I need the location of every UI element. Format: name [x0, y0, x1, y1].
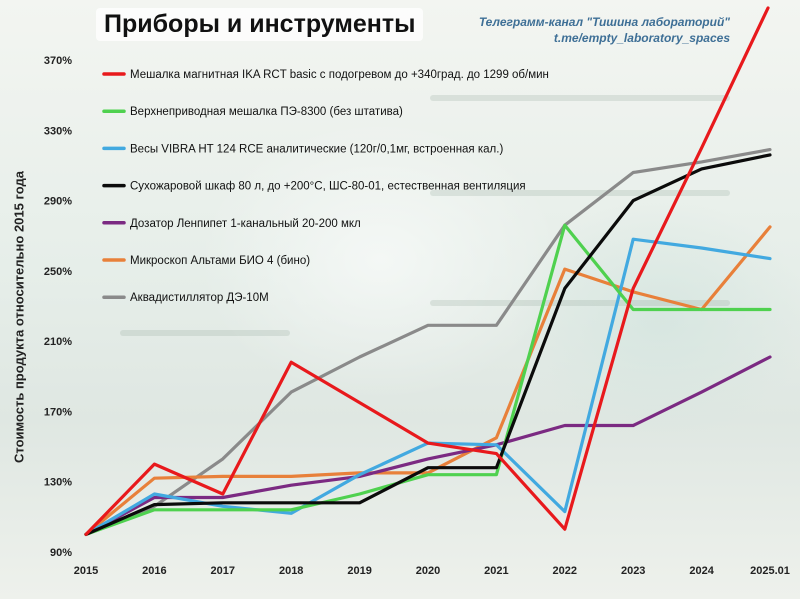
x-tick-label: 2022 — [553, 565, 577, 577]
series-line-2 — [84, 237, 772, 537]
x-tick-label: 2023 — [621, 565, 645, 577]
legend-entry: Аквадистиллятор ДЭ-10М — [130, 292, 269, 304]
legend: Мешалка магнитная IKA RCT basic с подогр… — [102, 69, 549, 304]
x-tick-label: 2025.01 — [750, 565, 790, 577]
y-tick-label: 290% — [44, 196, 72, 208]
x-tick-label: 2024 — [689, 565, 714, 577]
legend-entry: Мешалка магнитная IKA RCT basic с подогр… — [130, 69, 549, 81]
channel-credit: Телеграмм-канал "Тишина лабораторий" t.m… — [479, 14, 730, 46]
y-tick-label: 170% — [44, 406, 72, 418]
y-tick-label: 330% — [44, 125, 72, 137]
series-line-3 — [84, 153, 772, 537]
page-title: Приборы и инструменты — [96, 8, 424, 41]
series-line-0 — [84, 6, 770, 537]
x-tick-label: 2016 — [142, 565, 166, 577]
y-tick-label: 370% — [44, 55, 72, 67]
y-tick-label: 250% — [44, 266, 72, 278]
legend-entry: Весы VIBRA HT 124 RCE аналитические (120… — [130, 143, 503, 155]
series-line-1 — [84, 223, 772, 537]
legend-entry: Дозатор Ленпипет 1-канальный 20-200 мкл — [130, 218, 361, 230]
y-tick-label: 130% — [44, 477, 72, 489]
y-tick-label: 210% — [44, 336, 72, 348]
credit-channel-link[interactable]: t.me/empty_laboratory_spaces — [553, 31, 730, 45]
x-tick-label: 2017 — [211, 565, 235, 577]
y-tick-label: 90% — [50, 547, 72, 559]
x-tick-label: 2021 — [484, 565, 508, 577]
y-axis-ticks: 90% 130% 170% 210% 250% 290% 330% 370% — [44, 55, 72, 559]
legend-entry: Верхнеприводная мешалка ПЭ-8300 (без шта… — [130, 106, 403, 118]
credit-channel-name: Телеграмм-канал "Тишина лабораторий" — [478, 15, 730, 29]
x-tick-label: 2019 — [347, 565, 371, 577]
x-tick-label: 2020 — [416, 565, 440, 577]
x-axis-ticks: 2015 2016 2017 2018 2019 2020 2021 2022 2023 2024… — [74, 565, 790, 577]
x-tick-label: 2018 — [279, 565, 303, 577]
series-line-6 — [84, 148, 772, 537]
series-lines — [84, 6, 772, 537]
legend-entry: Сухожаровой шкаф 80 л, до +200°С, ШС-80-… — [130, 181, 526, 193]
x-tick-label: 2015 — [74, 565, 98, 577]
series-line-5 — [84, 225, 772, 537]
series-line-4 — [84, 355, 772, 537]
legend-entry: Микроскоп Альтами БИО 4 (бино) — [130, 255, 310, 267]
